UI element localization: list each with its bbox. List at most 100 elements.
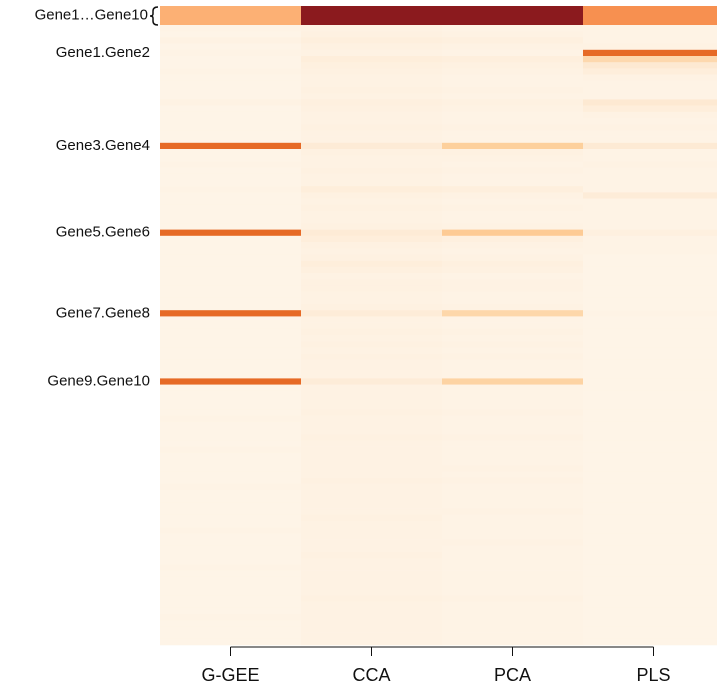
heat-cell bbox=[301, 508, 443, 516]
heat-cell bbox=[583, 490, 717, 497]
heat-cell bbox=[301, 477, 443, 485]
heat-cell bbox=[442, 564, 584, 571]
heat-cell bbox=[160, 260, 302, 268]
heat-cell bbox=[442, 136, 584, 144]
heat-cell bbox=[583, 564, 717, 571]
heat-cell bbox=[442, 452, 584, 460]
heat-cell bbox=[160, 347, 302, 354]
heat-cell bbox=[583, 527, 717, 534]
heat-cell bbox=[301, 446, 443, 454]
heat-cell bbox=[160, 161, 302, 168]
heat-cell bbox=[442, 459, 584, 466]
heat-cell bbox=[583, 415, 717, 423]
heat-cell bbox=[583, 347, 717, 354]
heat-cell bbox=[442, 632, 584, 640]
heat-cell bbox=[160, 415, 302, 423]
heat-cell bbox=[442, 297, 584, 305]
heat-cell bbox=[301, 273, 443, 280]
heat-cell bbox=[160, 328, 302, 336]
heat-cell bbox=[442, 378, 584, 385]
heat-cell bbox=[160, 180, 302, 187]
heat-cell bbox=[442, 310, 584, 317]
heat-cell bbox=[301, 235, 443, 243]
heat-cell bbox=[160, 291, 302, 299]
heat-cell bbox=[583, 68, 717, 75]
heat-cell bbox=[301, 37, 443, 44]
heat-cell bbox=[160, 285, 302, 292]
heat-cell bbox=[301, 217, 443, 224]
heat-cell bbox=[442, 359, 584, 367]
heat-cell bbox=[301, 80, 443, 88]
heat-cell bbox=[583, 483, 717, 491]
heat-cell bbox=[301, 570, 443, 578]
heat-cell bbox=[583, 366, 717, 373]
heat-cell bbox=[160, 440, 302, 447]
heat-cell bbox=[160, 204, 302, 212]
heat-cell bbox=[583, 186, 717, 193]
heat-cell bbox=[301, 49, 443, 57]
heat-cell bbox=[442, 68, 584, 75]
heat-cell bbox=[160, 111, 302, 119]
heat-cell bbox=[160, 583, 302, 590]
heat-cell bbox=[442, 211, 584, 218]
heat-cell bbox=[160, 223, 302, 230]
heat-cell bbox=[442, 434, 584, 441]
heat-cell bbox=[160, 601, 302, 609]
heat-cell bbox=[442, 186, 584, 193]
heat-cell bbox=[583, 378, 717, 385]
heat-cell bbox=[160, 335, 302, 342]
row-label: Gene3.Gene4 bbox=[56, 137, 150, 154]
heat-cell bbox=[442, 533, 584, 540]
heat-cell bbox=[160, 87, 302, 94]
heat-cell bbox=[583, 446, 717, 454]
heat-cell bbox=[301, 564, 443, 571]
heat-cell bbox=[583, 477, 717, 485]
heat-cell bbox=[160, 56, 302, 63]
heat-cell bbox=[301, 192, 443, 199]
heat-cell bbox=[160, 186, 302, 193]
heat-cell bbox=[583, 521, 717, 528]
heat-cell bbox=[442, 539, 584, 547]
heat-cell bbox=[160, 620, 302, 627]
heat-cell bbox=[442, 440, 584, 447]
heat-cell bbox=[301, 583, 443, 590]
heat-cell bbox=[583, 421, 717, 429]
heat-cell bbox=[160, 403, 302, 410]
heat-cell bbox=[160, 638, 302, 646]
heat-cell bbox=[583, 372, 717, 379]
heat-cell bbox=[301, 521, 443, 528]
heat-cell bbox=[442, 589, 584, 596]
heat-cell bbox=[301, 285, 443, 292]
heat-cell bbox=[301, 118, 443, 125]
heat-cell bbox=[442, 279, 584, 286]
heat-cell bbox=[583, 118, 717, 125]
x-tick-label: G-GEE bbox=[201, 665, 259, 685]
heat-cell bbox=[583, 428, 717, 435]
heat-cell bbox=[442, 397, 584, 404]
heat-cell bbox=[301, 204, 443, 212]
heat-cell bbox=[442, 638, 584, 646]
heat-cell bbox=[442, 521, 584, 528]
heat-cell bbox=[160, 589, 302, 596]
heat-cell bbox=[301, 279, 443, 286]
heat-cell bbox=[301, 211, 443, 218]
heat-cell bbox=[301, 124, 443, 131]
heat-cell bbox=[301, 601, 443, 609]
heat-cell bbox=[301, 242, 443, 249]
heat-cell bbox=[442, 514, 584, 522]
heat-cell bbox=[442, 111, 584, 119]
heat-cell bbox=[442, 626, 584, 633]
heat-cell bbox=[442, 335, 584, 342]
heat-cell bbox=[301, 167, 443, 175]
heat-cell bbox=[160, 353, 302, 361]
heat-cell bbox=[583, 242, 717, 249]
heat-cell bbox=[160, 254, 302, 261]
heat-cell bbox=[301, 198, 443, 206]
heat-cell bbox=[160, 471, 302, 478]
heat-cell bbox=[160, 229, 302, 237]
heat-cell bbox=[301, 533, 443, 540]
heat-cell bbox=[301, 409, 443, 416]
heat-cell bbox=[442, 130, 584, 137]
heat-cell bbox=[301, 291, 443, 299]
heat-cell bbox=[160, 508, 302, 516]
